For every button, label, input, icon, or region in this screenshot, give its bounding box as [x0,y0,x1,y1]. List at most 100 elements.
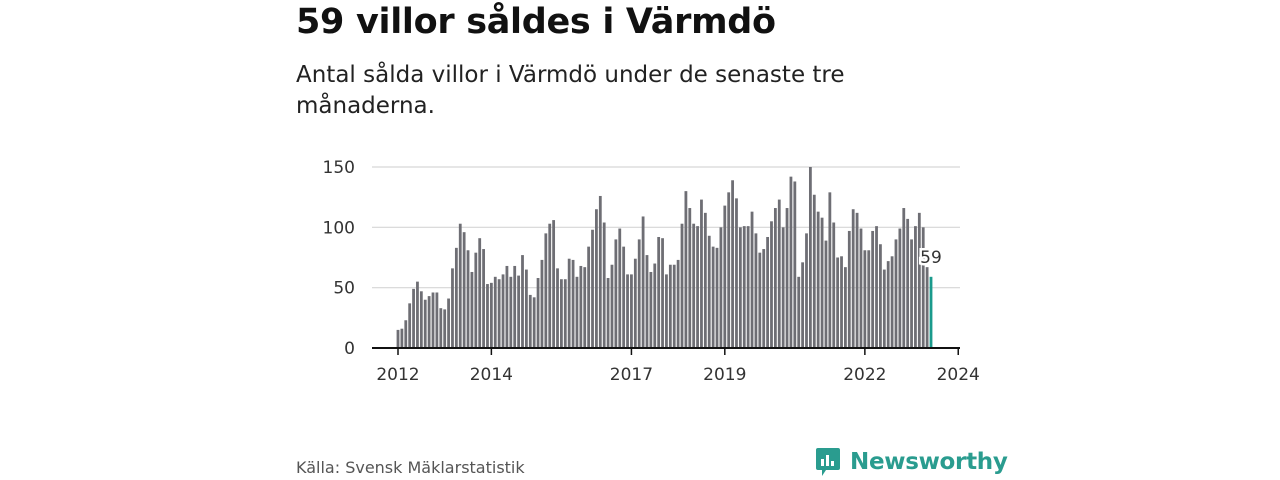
axes [372,347,960,355]
bar [871,230,875,348]
bar [633,258,637,348]
bar [906,218,910,348]
bar [785,208,789,348]
bar [715,247,719,348]
bar [435,292,439,348]
bar [427,296,431,348]
bar [443,309,447,348]
bar [462,232,466,348]
y-tick-label: 100 [323,218,355,238]
bar [836,257,840,348]
bar [641,216,645,348]
bar [489,282,493,348]
bar [696,226,699,348]
bar [863,250,867,348]
x-tick-label: 2012 [376,365,419,385]
bar [766,236,769,348]
bar [917,212,921,348]
bar [727,192,731,348]
bar [478,238,482,348]
bar [801,262,805,348]
bar [470,271,474,348]
bar [416,281,419,348]
bar [832,222,836,348]
y-tick-label: 150 [323,158,355,178]
bar [816,211,820,348]
bar [684,191,688,348]
bar [513,265,517,348]
bar [738,227,742,348]
bar [552,220,556,348]
bar [509,276,513,348]
bar [567,258,571,348]
bar [431,292,435,348]
bar [875,226,878,348]
bar [653,263,657,348]
bar [676,259,680,348]
bar [668,264,672,348]
bar [451,268,454,348]
bar [595,209,598,348]
bar [894,239,898,348]
bar [820,217,824,348]
bar [762,249,766,348]
bar [536,278,540,348]
bar [925,267,929,348]
bar [859,228,863,348]
bar [703,212,707,348]
bar [867,250,871,348]
bar [630,274,633,348]
bar [614,239,618,348]
bar [501,274,505,348]
page-title: 59 villor såldes i Värmdö [296,2,776,42]
x-tick-label: 2022 [843,365,886,385]
bar [847,230,851,348]
bar [824,240,828,348]
bar [591,229,594,348]
bars [396,167,933,348]
bar [400,328,404,348]
bar [505,265,509,348]
bar [571,259,575,348]
bar [657,236,661,348]
bar [723,205,727,348]
bar [692,223,696,348]
bar [649,271,653,348]
bar [672,264,676,348]
bar [898,228,902,348]
bar [665,274,668,348]
bar [789,176,793,348]
bar [412,288,415,348]
bar [497,279,501,348]
bar [731,180,734,348]
bar [618,228,622,348]
bar [719,227,723,348]
x-tick-label: 2014 [470,365,513,385]
bar [808,167,812,348]
bar [910,239,913,348]
bar [544,233,548,348]
bar [486,284,489,348]
bar [750,211,754,348]
bar [637,239,641,348]
bar [890,256,894,348]
bar [711,246,715,348]
bar [844,267,847,348]
bar [773,208,777,348]
bar [587,246,591,348]
newsworthy-logo-icon [816,448,840,476]
bar [606,278,610,348]
bar [579,265,583,348]
bar [408,303,412,348]
bar [754,233,758,348]
bar [886,261,890,348]
bar [622,246,626,348]
bar [882,269,886,348]
bar [626,274,629,348]
bar [746,226,750,348]
bar [645,255,649,348]
newsworthy-logo[interactable]: Newsworthy [814,447,1008,477]
bar [423,299,427,348]
bar [419,291,423,348]
bar [828,192,832,348]
